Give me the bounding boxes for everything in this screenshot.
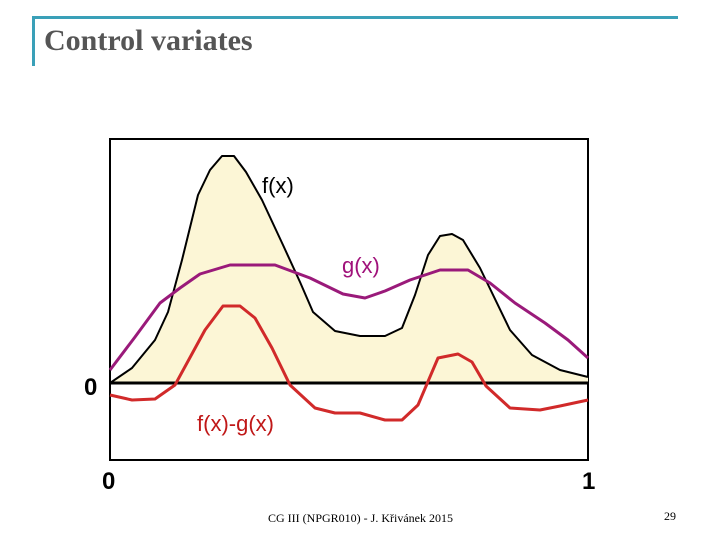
difference-label: f(x)-g(x) <box>197 411 274 436</box>
difference-curve <box>109 304 589 422</box>
f-area-fill <box>110 156 588 383</box>
g-curve <box>108 263 590 371</box>
title-accent-top <box>32 16 678 19</box>
slide-footer: CG III (NPGR010) - J. Křivánek 2015 <box>268 511 453 525</box>
plot-frame <box>109 138 589 461</box>
f-label: f(x) <box>262 173 294 198</box>
f-curve <box>109 155 589 384</box>
page-number: 29 <box>664 509 676 523</box>
title-accent-left <box>32 16 35 66</box>
x-axis-one-label: 1 <box>582 468 595 495</box>
y-axis-zero-label: 0 <box>84 374 97 401</box>
g-label: g(x) <box>342 253 380 278</box>
x-axis-zero-label: 0 <box>102 468 115 495</box>
slide-title: Control variates <box>44 24 253 57</box>
